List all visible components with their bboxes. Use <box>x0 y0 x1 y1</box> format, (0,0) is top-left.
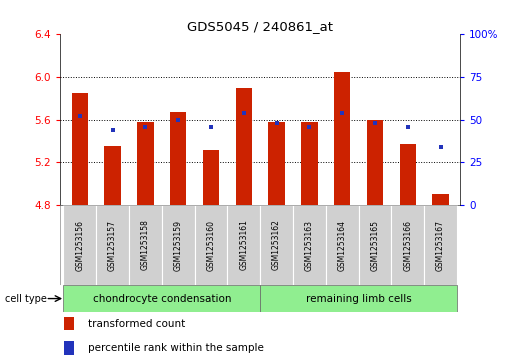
Text: GSM1253159: GSM1253159 <box>174 220 183 270</box>
Bar <box>235 88 252 205</box>
Bar <box>72 93 88 205</box>
Bar <box>96 205 129 285</box>
Bar <box>64 342 74 355</box>
Title: GDS5045 / 240861_at: GDS5045 / 240861_at <box>187 20 333 33</box>
Bar <box>433 195 449 205</box>
Text: GSM1253165: GSM1253165 <box>370 220 380 270</box>
Text: GSM1253166: GSM1253166 <box>403 220 412 270</box>
Bar <box>129 205 162 285</box>
Bar <box>63 205 96 285</box>
Bar <box>268 122 285 205</box>
Bar <box>326 205 359 285</box>
Bar <box>228 205 260 285</box>
Bar <box>105 146 121 205</box>
Bar <box>367 120 383 205</box>
Text: cell type: cell type <box>5 294 47 303</box>
Bar <box>424 205 457 285</box>
Text: GSM1253164: GSM1253164 <box>338 220 347 270</box>
Point <box>108 127 117 133</box>
Text: remaining limb cells: remaining limb cells <box>306 294 412 303</box>
Bar <box>195 205 228 285</box>
Text: GSM1253161: GSM1253161 <box>240 220 248 270</box>
Bar <box>64 317 74 330</box>
Point <box>141 124 150 130</box>
Point <box>272 120 281 126</box>
Bar <box>359 205 391 285</box>
Text: GSM1253162: GSM1253162 <box>272 220 281 270</box>
Bar <box>334 72 350 205</box>
Text: GSM1253160: GSM1253160 <box>207 220 215 270</box>
Text: GSM1253156: GSM1253156 <box>75 220 84 270</box>
Bar <box>63 285 260 312</box>
Text: GSM1253158: GSM1253158 <box>141 220 150 270</box>
Point <box>404 124 412 130</box>
Point <box>240 110 248 116</box>
Point <box>207 124 215 130</box>
Point <box>371 120 379 126</box>
Point <box>436 144 445 150</box>
Bar <box>260 285 457 312</box>
Point <box>305 124 314 130</box>
Text: GSM1253157: GSM1253157 <box>108 220 117 270</box>
Text: GSM1253167: GSM1253167 <box>436 220 445 270</box>
Bar <box>301 122 317 205</box>
Point <box>76 114 84 119</box>
Bar <box>400 144 416 205</box>
Bar <box>391 205 424 285</box>
Text: transformed count: transformed count <box>88 318 185 329</box>
Bar <box>137 122 154 205</box>
Point <box>174 117 183 123</box>
Bar <box>170 112 186 205</box>
Text: chondrocyte condensation: chondrocyte condensation <box>93 294 231 303</box>
Point <box>338 110 346 116</box>
Text: GSM1253163: GSM1253163 <box>305 220 314 270</box>
Bar <box>293 205 326 285</box>
Bar <box>162 205 195 285</box>
Bar <box>203 150 219 205</box>
Text: percentile rank within the sample: percentile rank within the sample <box>88 343 264 353</box>
Bar <box>260 205 293 285</box>
